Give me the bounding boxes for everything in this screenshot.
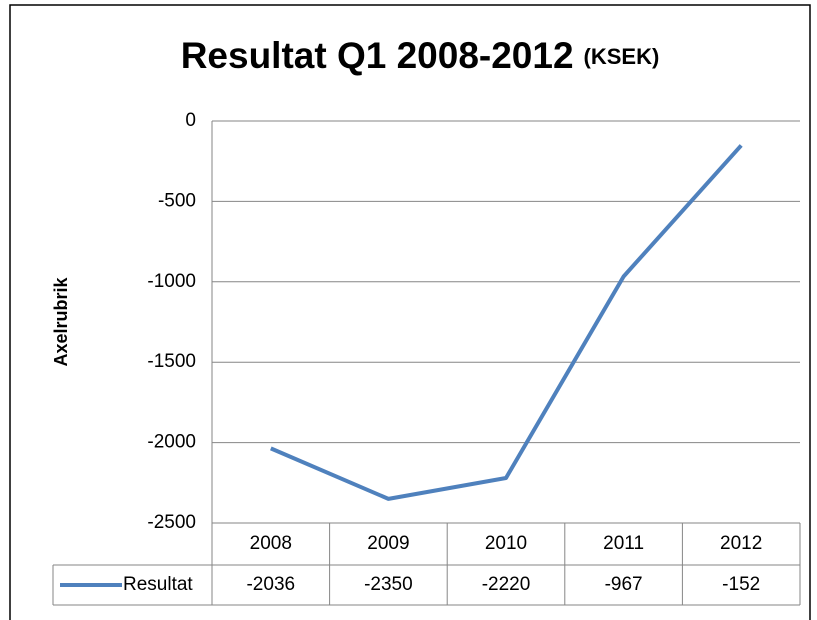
y-tick-label: -1000 [147,271,196,292]
chart-title: Resultat Q1 2008-2012 (KSEK) [181,35,660,76]
x-tick-label: 2011 [603,533,644,554]
x-tick-label: 2008 [250,533,292,554]
x-tick-label: 2012 [720,533,762,554]
legend-label: Resultat [123,574,193,595]
x-tick-label: 2009 [367,533,409,554]
title-main: Resultat Q1 2008-2012 [181,35,574,76]
chart-border [9,4,811,620]
table-value: -2220 [482,574,531,595]
y-tick-label: 0 [185,110,196,131]
x-tick-label: 2010 [485,533,527,554]
series-line [270,144,743,501]
y-tick-label: -500 [158,190,196,211]
y-tick-label: -1500 [147,351,196,372]
y-tick-label: -2000 [147,432,196,453]
table-value: -967 [605,574,643,595]
table-value: -2350 [364,574,413,595]
y-tick-label: -2500 [147,512,196,533]
y-axis-label: Axelrubrik [51,277,71,367]
table-value: -152 [722,574,760,595]
title-unit: (KSEK) [584,44,660,69]
table-value: -2036 [246,574,295,595]
